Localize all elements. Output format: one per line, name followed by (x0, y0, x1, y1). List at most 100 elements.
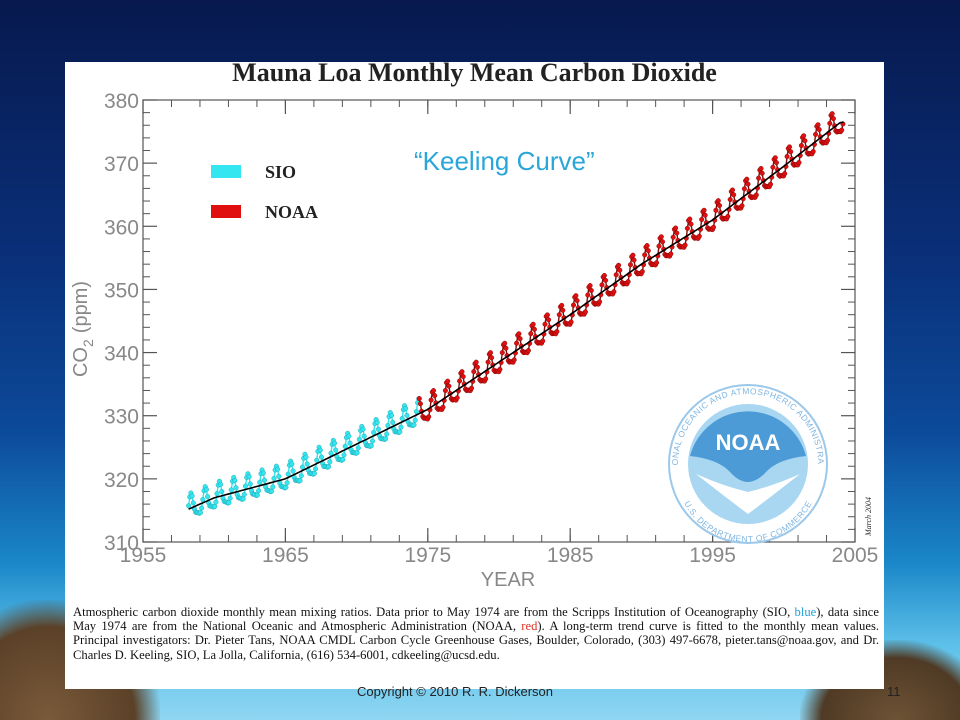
data-point-noaa (582, 309, 588, 315)
data-point-noaa (725, 213, 731, 219)
data-point-noaa (813, 131, 819, 137)
logo-bird (696, 474, 800, 514)
caption-part-2: ), data since May 1974 are from the Nati… (73, 605, 879, 634)
data-point-sio (333, 447, 339, 453)
data-point-sio (298, 473, 304, 479)
data-point-sio (317, 447, 323, 453)
data-point-noaa (542, 321, 548, 327)
data-point-noaa (442, 388, 448, 394)
data-point-sio (361, 433, 367, 439)
data-point-sio (399, 416, 405, 422)
data-point-noaa (571, 302, 577, 308)
data-point-noaa (815, 122, 821, 128)
data-point-noaa (525, 348, 531, 354)
data-point-sio (241, 492, 247, 498)
data-point-noaa (631, 257, 637, 263)
data-point-sio (411, 422, 417, 428)
logo-sky (690, 411, 806, 482)
data-point-sio (385, 423, 391, 429)
data-point-sio (340, 457, 346, 463)
data-point-sio (327, 459, 333, 465)
data-point-sio (227, 495, 233, 501)
x-tick-label: 2005 (832, 544, 879, 567)
data-point-noaa (597, 299, 603, 305)
legend-swatch-noaa (211, 205, 241, 218)
data-point-noaa (540, 338, 546, 344)
data-point-noaa (829, 111, 835, 117)
data-point-noaa (428, 397, 434, 403)
data-point-sio (412, 417, 418, 423)
noaa-logo: NOAA NATIONAL OCEANIC AND ATMOSPHERIC AD… (668, 384, 828, 544)
data-point-sio (390, 419, 396, 425)
data-point-noaa (717, 202, 723, 208)
data-point-noaa (446, 383, 452, 389)
data-point-noaa (702, 212, 708, 218)
data-point-sio (398, 424, 404, 430)
data-point-noaa (682, 242, 688, 248)
data-point-noaa (483, 376, 489, 382)
data-point-noaa (431, 388, 437, 394)
y-axis-label-unit: (ppm) (70, 281, 92, 333)
trend-line (188, 121, 844, 510)
data-point-noaa (528, 331, 534, 337)
copyright-footer: Copyright © 2010 R. R. Dickerson (357, 684, 553, 699)
series-layer (186, 111, 846, 516)
data-point-sio (311, 471, 317, 477)
legend: SIO NOAA (211, 162, 318, 222)
data-point-noaa (460, 374, 466, 380)
data-point-noaa (616, 262, 622, 268)
data-point-sio (228, 487, 234, 493)
data-point-noaa (772, 155, 778, 161)
data-point-noaa (787, 144, 793, 150)
data-point-sio (190, 500, 196, 506)
data-point-noaa (630, 252, 636, 258)
data-point-sio (289, 461, 295, 467)
data-point-sio (285, 471, 291, 477)
data-point-sio (404, 412, 410, 418)
data-point-sio (218, 481, 224, 487)
data-point-noaa (517, 336, 523, 342)
data-point-sio (326, 464, 332, 470)
legend-label-noaa: NOAA (265, 202, 318, 222)
data-point-sio (397, 429, 403, 435)
data-point-noaa (730, 187, 736, 193)
data-point-noaa (673, 225, 679, 231)
data-point-noaa (768, 181, 774, 187)
data-point-noaa (488, 350, 494, 356)
data-point-noaa (459, 369, 465, 375)
data-point-noaa (788, 149, 794, 155)
data-point-sio (270, 484, 276, 490)
logo-acronym: NOAA (716, 430, 781, 455)
data-point-noaa (739, 203, 745, 209)
data-point-noaa (759, 170, 765, 176)
data-point-noaa (560, 307, 566, 313)
data-point-noaa (687, 216, 693, 222)
data-point-noaa (798, 143, 804, 149)
data-point-noaa (601, 272, 607, 278)
data-point-sio (246, 474, 252, 480)
data-point-noaa (432, 393, 438, 399)
data-point-noaa (628, 262, 634, 268)
data-point-noaa (796, 159, 802, 165)
data-point-noaa (485, 359, 491, 365)
y-tick-label: 350 (104, 279, 139, 302)
data-point-noaa (471, 369, 477, 375)
data-point-noaa (516, 331, 522, 337)
data-point-noaa (713, 207, 719, 213)
data-point-sio (312, 466, 318, 472)
plot-frame (142, 99, 856, 543)
data-point-sio (304, 461, 310, 467)
data-point-noaa (670, 234, 676, 240)
data-point-noaa (839, 127, 845, 133)
data-point-noaa (489, 355, 495, 361)
data-point-sio (299, 464, 305, 470)
data-point-noaa (426, 414, 432, 420)
data-point-noaa (688, 221, 694, 227)
data-point-noaa (696, 233, 702, 239)
data-point-sio (197, 510, 203, 516)
data-point-noaa (613, 272, 619, 278)
svg-text:CO2(ppm): CO2 (ppm) (70, 281, 96, 377)
data-point-sio (271, 476, 277, 482)
data-point-noaa (511, 357, 517, 363)
data-point-sio (346, 433, 352, 439)
